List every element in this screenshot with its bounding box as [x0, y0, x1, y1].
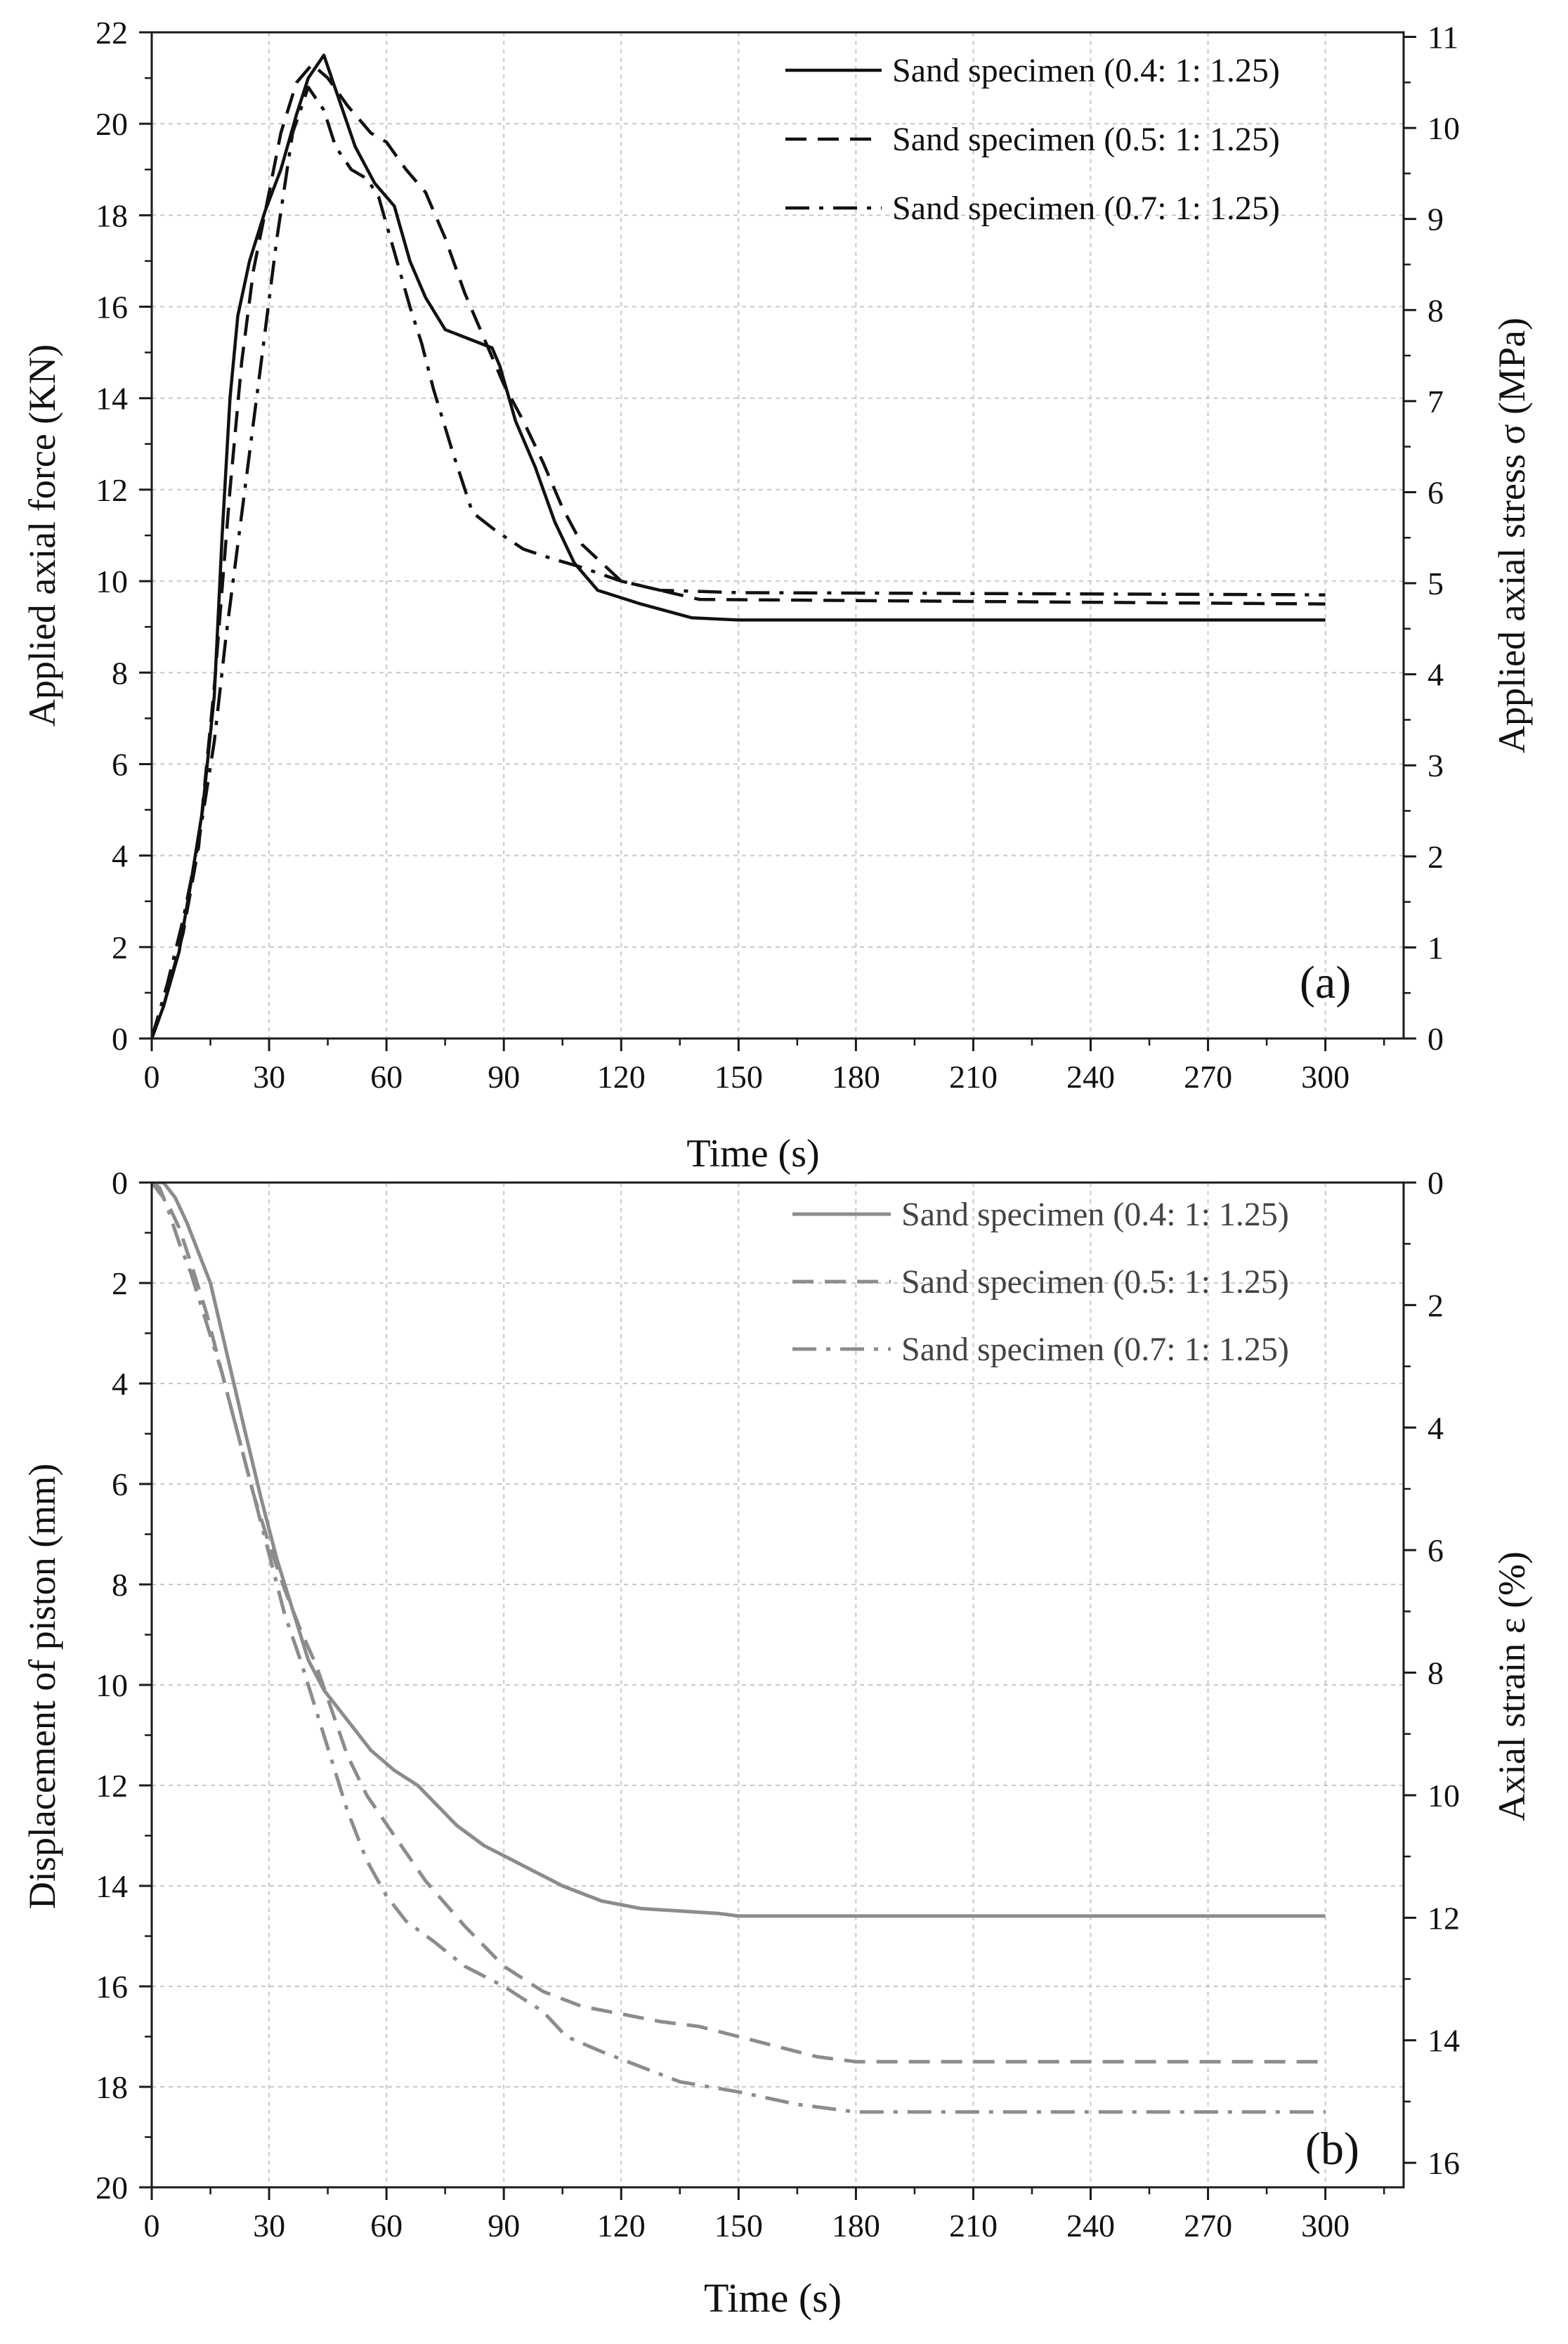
- x-tick-label: 30: [253, 2208, 285, 2244]
- y-tick-label: 20: [96, 2170, 128, 2206]
- y-tick-label: 2: [112, 930, 128, 965]
- y2-tick-label: 8: [1427, 1655, 1444, 1691]
- y2-tick-label: 5: [1427, 566, 1444, 601]
- x-tick-label: 150: [714, 1059, 763, 1095]
- x-tick-label: 0: [144, 2208, 160, 2244]
- y-axis-title-b: Displacement of piston (mm): [21, 1464, 63, 1909]
- legend-b: Sand specimen (0.4: 1: 1.25) Sand specime…: [792, 1196, 1289, 1368]
- y-tick-label: 4: [112, 838, 128, 874]
- x-tick-label: 270: [1184, 2208, 1232, 2244]
- series-line-solid: [152, 1183, 1326, 1918]
- x-tick-label: 30: [253, 1059, 285, 1095]
- axis-ticks-b: 0 30 60 90 120 150 180 210 240 270 300024681012141…: [96, 1165, 1460, 2244]
- series-line-dashdot: [152, 1183, 1326, 2114]
- y2-tick-label: 6: [1427, 1532, 1444, 1568]
- y2-tick-label: 10: [1427, 110, 1460, 146]
- series-line-solid: [152, 53, 1326, 1038]
- series-line-dashed: [152, 63, 1326, 1038]
- y-tick-label: 16: [96, 289, 128, 325]
- legend-label: Sand specimen (0.4: 1: 1.25): [901, 1196, 1289, 1233]
- x-tick-label: 180: [832, 1059, 880, 1095]
- x-tick-label: 90: [488, 1059, 520, 1095]
- y-axis-title-a: Applied axial force (KN): [21, 344, 63, 727]
- y2-tick-label: 1: [1427, 930, 1444, 965]
- x-tick-label: 240: [1066, 2208, 1115, 2244]
- x-tick-label: 270: [1184, 1059, 1232, 1095]
- panel-label-a: (a): [1300, 957, 1351, 1008]
- x-tick-label: 0: [144, 1059, 160, 1095]
- y-tick-label: 4: [112, 1366, 128, 1402]
- x-tick-label: 180: [832, 2208, 880, 2244]
- x-axis-title-b: Time (s): [704, 2275, 842, 2321]
- y-tick-label: 10: [96, 1667, 128, 1703]
- panel-label-b: (b): [1305, 2123, 1359, 2175]
- y-tick-label: 14: [96, 381, 128, 417]
- x-tick-label: 300: [1301, 2208, 1350, 2244]
- x-tick-label: 120: [597, 2208, 646, 2244]
- x-tick-label: 210: [949, 1059, 998, 1095]
- y-tick-label: 20: [96, 106, 128, 142]
- y-tick-label: 14: [96, 1868, 128, 1904]
- y-tick-label: 0: [112, 1165, 128, 1201]
- series-lines-b: [152, 1183, 1326, 2114]
- x-axis-title-a: Time (s): [686, 1132, 819, 1176]
- y-tick-label: 18: [96, 2069, 128, 2105]
- legend-label: Sand specimen (0.4: 1: 1.25): [892, 52, 1280, 89]
- y2-tick-label: 10: [1427, 1778, 1460, 1814]
- y-tick-label: 6: [112, 1466, 128, 1502]
- axis-ticks-a: 0 30 60 90 120 150 180 210 240 270 300024681012141…: [96, 15, 1460, 1095]
- y2-tick-label: 7: [1427, 384, 1444, 419]
- legend-label: Sand specimen (0.7: 1: 1.25): [901, 1331, 1289, 1368]
- y2-tick-label: 12: [1427, 1900, 1460, 1936]
- legend-label: Sand specimen (0.5: 1: 1.25): [892, 121, 1280, 158]
- legend-label: Sand specimen (0.7: 1: 1.25): [892, 190, 1280, 227]
- panel-a: 0 30 60 90 120 150 180 210 240 270 300024681012141…: [21, 15, 1533, 1176]
- series-lines-a: [152, 53, 1326, 1038]
- y2-tick-label: 3: [1427, 748, 1444, 783]
- y2-tick-label: 2: [1427, 839, 1444, 875]
- y2-tick-label: 8: [1427, 292, 1444, 328]
- y-tick-label: 0: [112, 1021, 128, 1057]
- y-tick-label: 8: [112, 1567, 128, 1603]
- grid-b: [152, 1183, 1404, 2187]
- y-tick-label: 12: [96, 472, 128, 508]
- x-tick-label: 240: [1066, 1059, 1115, 1095]
- x-tick-label: 60: [370, 1059, 403, 1095]
- y-tick-label: 6: [112, 746, 128, 782]
- y2-tick-label: 9: [1427, 202, 1444, 237]
- y2-tick-label: 11: [1427, 19, 1458, 55]
- y2-tick-label: 4: [1427, 657, 1444, 693]
- y2-tick-label: 16: [1427, 2145, 1460, 2181]
- x-tick-label: 150: [714, 2208, 763, 2244]
- y-tick-label: 18: [96, 197, 128, 233]
- y2-tick-label: 2: [1427, 1287, 1444, 1323]
- y-tick-label: 2: [112, 1265, 128, 1301]
- y-tick-label: 8: [112, 655, 128, 691]
- x-tick-label: 300: [1301, 1059, 1350, 1095]
- plot-frame-a: [150, 31, 1405, 1040]
- y2-axis-title-a: Applied axial stress σ (MPa): [1491, 318, 1533, 753]
- y-tick-label: 22: [96, 15, 128, 51]
- y2-tick-label: 14: [1427, 2023, 1460, 2059]
- y2-tick-label: 0: [1427, 1165, 1444, 1201]
- series-line-dashed: [152, 1183, 1326, 2064]
- x-tick-label: 60: [370, 2208, 403, 2244]
- y2-tick-label: 6: [1427, 474, 1444, 510]
- legend-label: Sand specimen (0.5: 1: 1.25): [901, 1263, 1289, 1301]
- y-tick-label: 16: [96, 1969, 128, 2005]
- x-tick-label: 90: [488, 2208, 520, 2244]
- y-tick-label: 10: [96, 564, 128, 599]
- grid-a: [152, 32, 1404, 1038]
- panel-b: 0 30 60 90 120 150 180 210 240 270 300024681012141…: [21, 1165, 1533, 2321]
- y2-tick-label: 0: [1427, 1021, 1444, 1057]
- legend-a: Sand specimen (0.4: 1: 1.25) Sand specime…: [785, 52, 1280, 227]
- y2-axis-title-b: Axial strain ε (%): [1491, 1551, 1533, 1821]
- y-tick-label: 12: [96, 1768, 128, 1804]
- x-tick-label: 210: [949, 2208, 998, 2244]
- x-tick-label: 120: [597, 1059, 646, 1095]
- y2-tick-label: 4: [1427, 1410, 1444, 1446]
